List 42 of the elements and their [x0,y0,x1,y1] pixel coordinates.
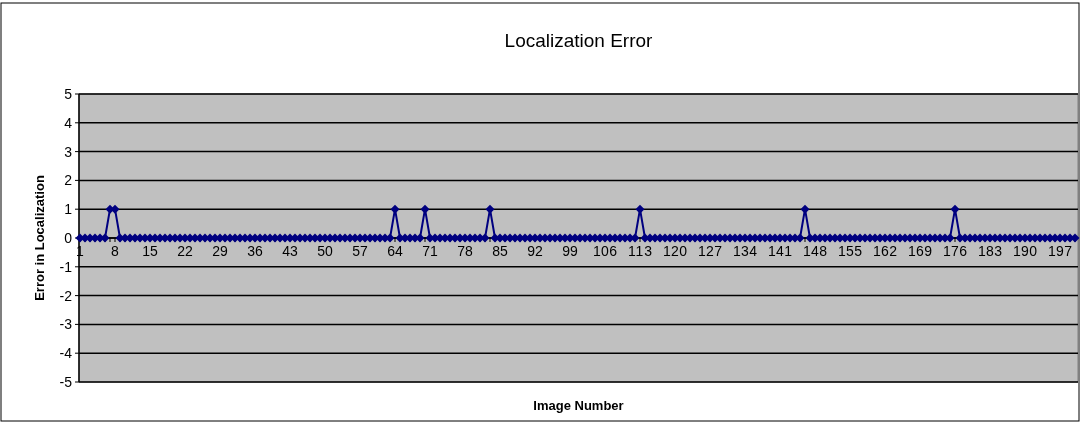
y-tick-label: -1 [59,258,73,275]
x-tick-label: 176 [943,243,968,259]
x-tick-label: 134 [733,243,758,259]
x-tick-label: 85 [492,243,508,259]
y-tick-label: 2 [64,172,73,189]
y-tick-label: 1 [64,201,73,218]
x-tick-label: 78 [457,243,473,259]
x-tick-label: 50 [317,243,333,259]
y-tick-label: -2 [59,287,73,304]
y-axis-title: Error in Localization [32,175,47,301]
y-tick-label: -5 [59,373,73,390]
x-tick-label: 106 [593,243,618,259]
x-tick-label: 57 [352,243,368,259]
y-tick-label: 5 [64,85,73,102]
x-tick-label: 92 [527,243,543,259]
x-tick-label: 113 [628,243,653,259]
x-tick-label: 15 [142,243,158,259]
x-tick-label: 64 [387,243,403,259]
x-tick-label: 8 [111,243,120,259]
x-tick-label: 183 [978,243,1003,259]
y-tick-label: -4 [59,345,73,362]
x-tick-label: 120 [663,243,688,259]
x-tick-label: 43 [282,243,298,259]
x-tick-label: 169 [908,243,933,259]
x-axis-title: Image Number [533,398,624,413]
y-tick-label: 3 [64,143,73,160]
chart-title: Localization Error [504,30,654,51]
x-tick-label: 29 [212,243,228,259]
x-tick-label: 155 [838,243,863,259]
x-tick-label: 141 [768,243,793,259]
x-tick-label: 148 [803,243,828,259]
x-tick-label: 197 [1048,243,1073,259]
y-tick-label: 4 [64,114,73,131]
x-tick-label: 127 [698,243,723,259]
x-tick-label: 190 [1013,243,1038,259]
x-tick-label: 71 [422,243,438,259]
x-tick-label: 22 [177,243,193,259]
y-tick-label: 0 [64,229,73,246]
x-tick-label: 99 [562,243,578,259]
x-tick-label: 162 [873,243,898,259]
y-tick-label: -3 [59,316,73,333]
x-tick-label: 36 [247,243,263,259]
